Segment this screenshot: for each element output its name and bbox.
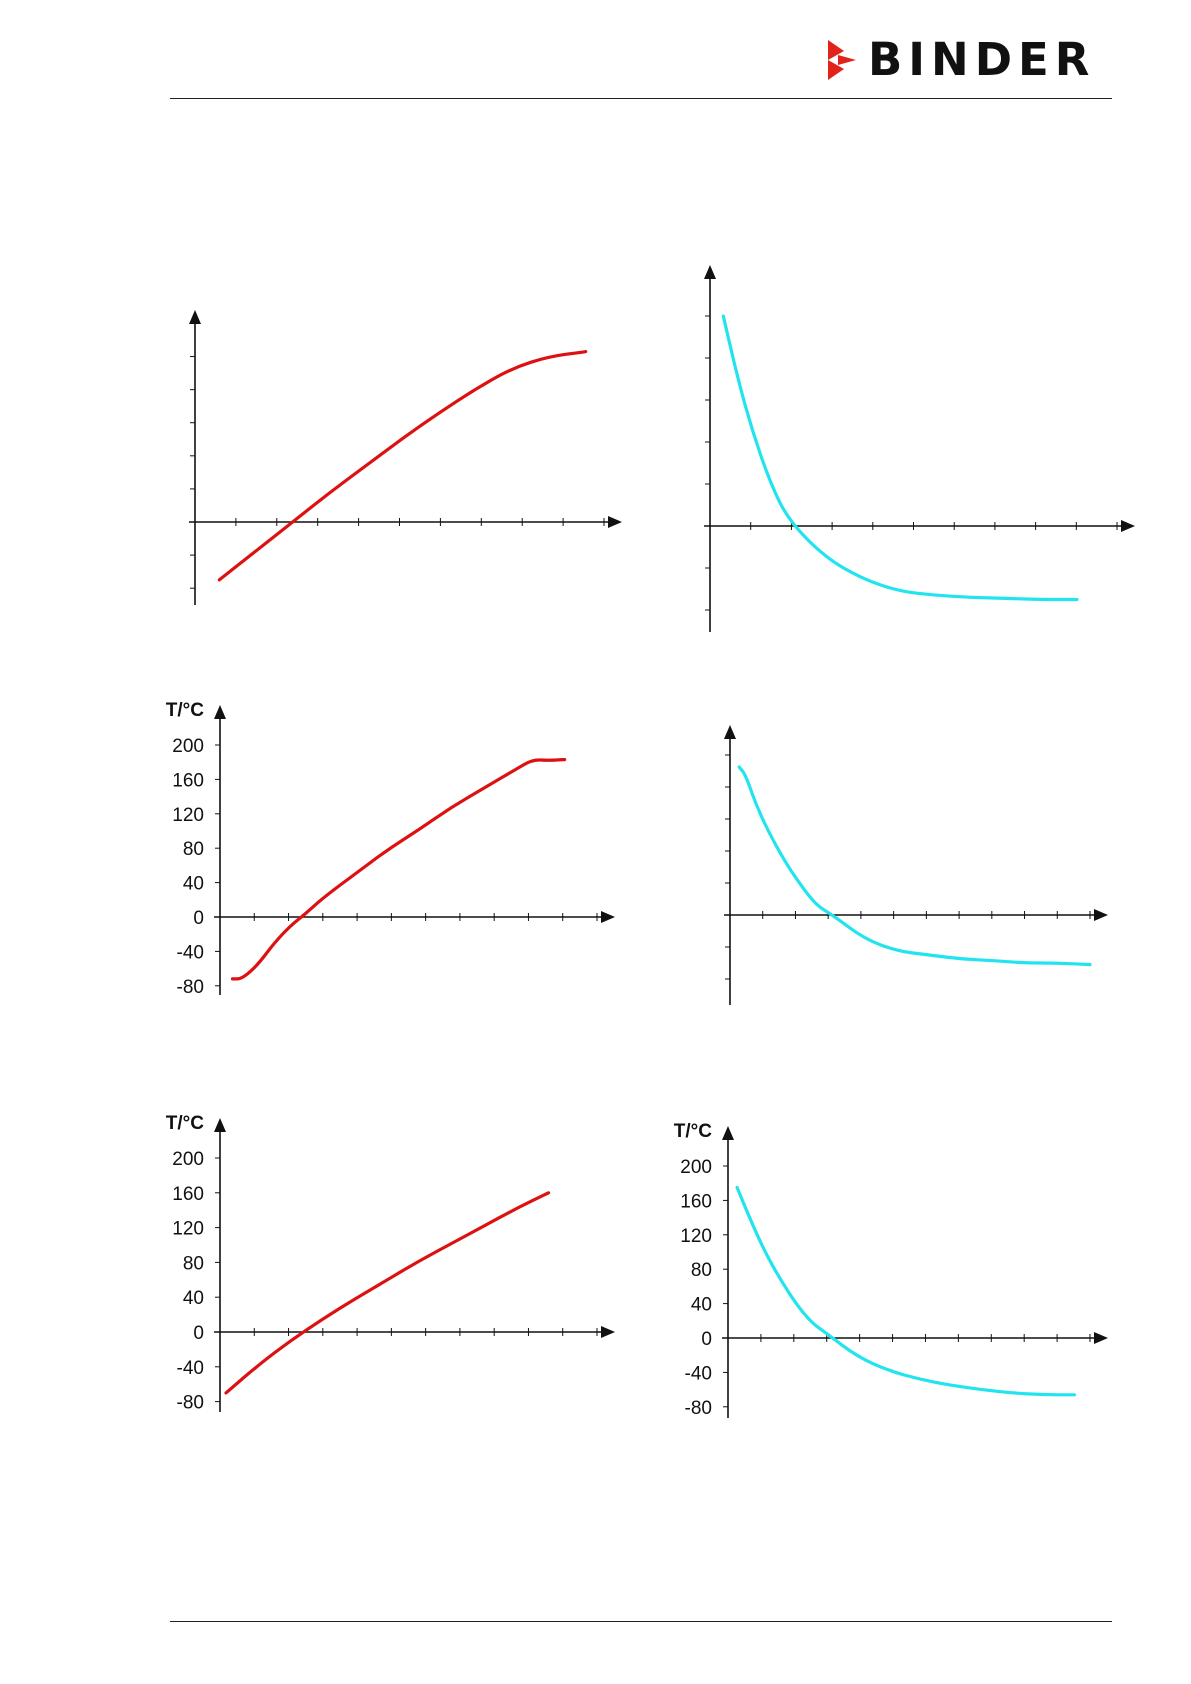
y-tick-label: -80 [177,977,204,998]
x-axis-arrow [1094,909,1108,921]
series-line [737,765,1092,967]
chart-heating-2: 200 160 120 80 40 0 -40 -80 T/°C [166,700,615,998]
y-tick-label: 40 [691,1295,712,1316]
series-line [230,757,567,981]
x-axis-arrow [608,516,622,528]
y-tick-label: -40 [177,942,204,963]
y-tick-label: -40 [685,1363,712,1384]
x-axis-arrow [601,911,615,923]
logo-arrow-mark [828,40,856,80]
y-axis-arrow [722,1126,734,1140]
y-tick-label: -80 [177,1393,204,1414]
y-tick-label: 0 [193,908,204,929]
y-tick-label: 0 [701,1329,712,1350]
footer-rule [170,1621,1112,1622]
y-tick-label: 160 [680,1191,712,1212]
y-axis-arrow [214,705,226,719]
y-tick-label: 80 [183,839,204,860]
x-axis-arrow [1094,1332,1108,1344]
chart-heating-3: 200 160 120 80 40 0 -40 -80 T/°C [166,1113,615,1414]
y-axis-arrow [189,310,201,324]
y-tick-label: 120 [680,1226,712,1247]
y-tick-label: 40 [183,874,204,895]
y-tick-label: 40 [183,1288,204,1309]
chart-cooling-1 [704,265,1135,632]
y-tick-label: 160 [172,1184,204,1205]
y-tick-label: 200 [680,1157,712,1178]
x-axis-arrow [601,1326,615,1338]
y-tick-label: 80 [691,1260,712,1281]
binder-logo: BINDER [826,33,1116,86]
chart-cooling-2 [724,725,1108,1005]
y-tick-label: -80 [685,1398,712,1419]
y-axis-label: T/°C [166,1113,204,1134]
series-line [721,314,1079,602]
x-axis-arrow [1121,520,1135,532]
logo-text: BINDER [868,33,1096,86]
y-axis-label: T/°C [166,700,204,721]
y-axis-arrow [724,725,736,739]
chart-cooling-3: 200 160 120 80 40 0 -40 -80 T/°C [674,1121,1108,1419]
header-rule [170,98,1112,99]
y-tick-label: 200 [172,1149,204,1170]
y-tick-label: -40 [177,1358,204,1379]
y-axis-label: T/°C [674,1121,712,1142]
y-axis-arrow [704,265,716,279]
y-axis-arrow [214,1118,226,1132]
series-line [217,350,588,582]
series-line [735,1185,1077,1397]
y-tick-label: 200 [172,736,204,757]
y-tick-label: 160 [172,770,204,791]
y-tick-label: 120 [172,1219,204,1240]
series-line [224,1191,551,1395]
chart-heating-1 [189,310,622,605]
y-tick-label: 80 [183,1253,204,1274]
y-tick-label: 120 [172,805,204,826]
y-tick-label: 0 [193,1323,204,1344]
